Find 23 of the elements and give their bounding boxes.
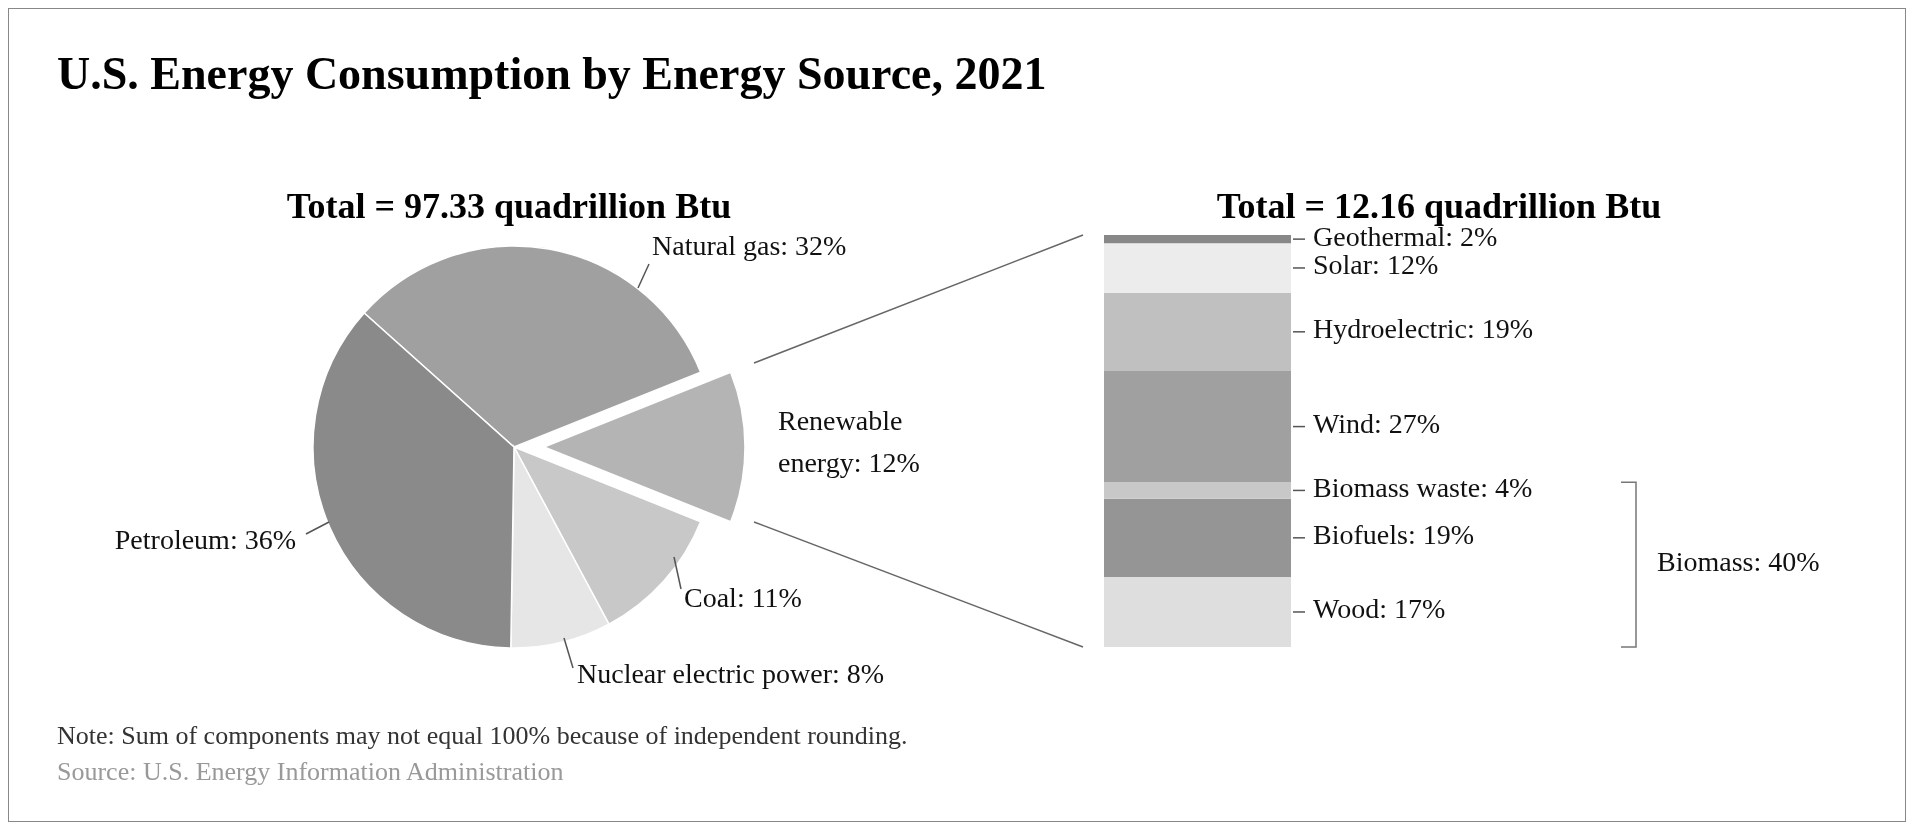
- data-label: Solar: 12%: [1313, 249, 1439, 281]
- bar: [1104, 235, 1291, 244]
- data-label: Wood: 17%: [1313, 593, 1446, 625]
- bar: [1104, 292, 1291, 371]
- chart-subtitle: Total = 97.33 quadrillion Btu: [285, 185, 733, 227]
- slice-label: Petroleum: 36%: [114, 524, 296, 556]
- data-label: Wind: 27%: [1313, 408, 1441, 439]
- text: Note: Sum of components may not equal 100% because of independent rounding.: [57, 721, 908, 751]
- bar: [1104, 243, 1291, 293]
- data-label: Hydroelectric: 19%: [1313, 313, 1534, 345]
- slice-label: Coal: 11%: [684, 582, 802, 614]
- slice-label: Nuclear electric power: 8%: [577, 658, 885, 690]
- bar: [1104, 576, 1291, 647]
- slice-label: Natural gas: 32%: [652, 230, 847, 262]
- bar: [1104, 498, 1291, 577]
- data-label: Biomass waste: 4%: [1313, 471, 1533, 503]
- slice-label: Renewable energy: 12%: [778, 405, 920, 479]
- data-label: Biofuels: 19%: [1313, 519, 1474, 551]
- source-note: Source: U.S. Energy Information Administration: [57, 757, 564, 787]
- text: Biomass: 40%: [1657, 546, 1820, 578]
- chart-title: U.S. Energy Consumption by Energy Source, 2021: [57, 47, 1047, 100]
- bar: [1104, 370, 1291, 483]
- bar: [1104, 482, 1291, 499]
